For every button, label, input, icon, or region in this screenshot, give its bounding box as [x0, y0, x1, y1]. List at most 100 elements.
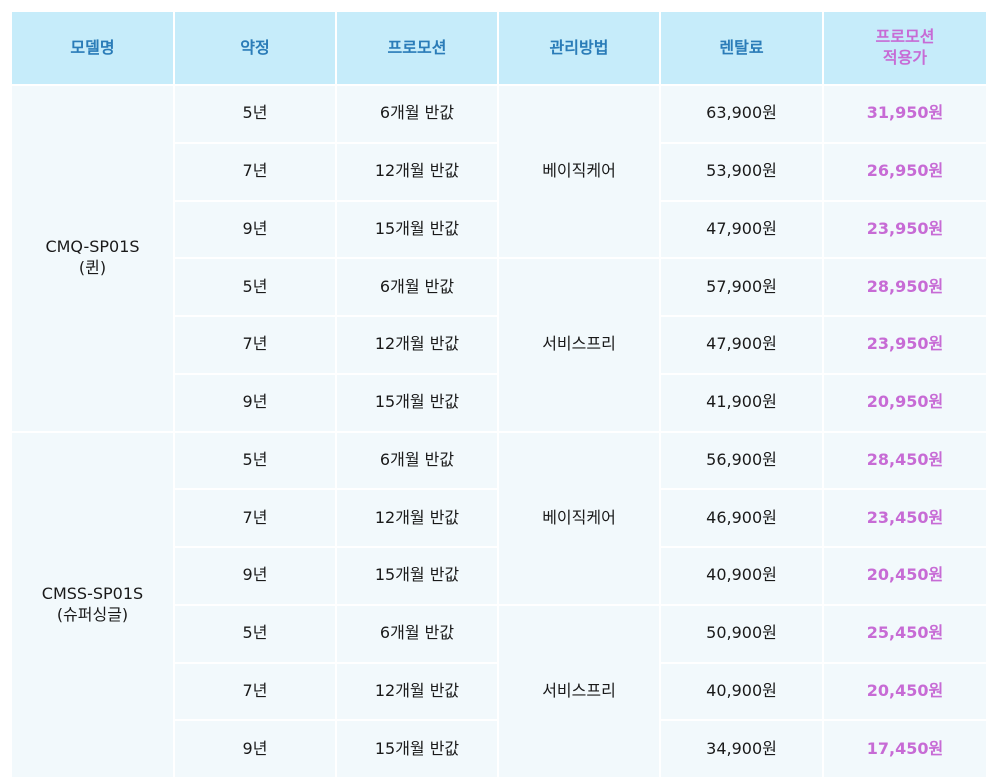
- rental-value: 40,900원: [706, 565, 777, 585]
- promotion-cell: 12개월 반값: [337, 490, 497, 546]
- promo-price-value: 17,450원: [866, 738, 944, 758]
- rental-price-table: 모델명 약정 프로모션 관리방법 렌탈료 프로모션 적용가 CMQ-SP01S …: [12, 12, 986, 777]
- model-cell: CMQ-SP01S (퀸): [12, 86, 173, 431]
- rental-value: 41,900원: [706, 392, 777, 412]
- rental-value: 56,900원: [706, 449, 777, 469]
- rental-cell: 34,900원: [661, 721, 822, 777]
- management-cell: 베이직케어: [499, 432, 659, 604]
- promotion-value: 12개월 반값: [374, 161, 460, 181]
- management-label: 베이직케어: [542, 161, 616, 181]
- rental-value: 50,900원: [706, 623, 777, 643]
- rental-cell: 50,900원: [661, 605, 822, 662]
- term-cell: 7년: [175, 143, 335, 200]
- rental-cell: 57,900원: [661, 259, 822, 315]
- rental-cell: 53,900원: [661, 143, 822, 200]
- promo-price-value: 23,950원: [866, 218, 944, 238]
- promo-price-cell: 17,450원: [824, 721, 986, 777]
- model-name: CMQ-SP01S: [45, 237, 140, 257]
- term-cell: 5년: [175, 259, 335, 315]
- model-sub: (슈퍼싱글): [56, 604, 129, 624]
- rental-value: 63,900원: [706, 103, 777, 123]
- promo-price-cell: 23,950원: [824, 317, 986, 373]
- rental-value: 40,900원: [706, 680, 777, 700]
- term-cell: 9년: [175, 201, 335, 258]
- header-model-label: 모델명: [70, 37, 115, 57]
- promo-price-cell: 28,950원: [824, 259, 986, 315]
- promotion-value: 15개월 반값: [374, 565, 460, 585]
- term-cell: 7년: [175, 663, 335, 720]
- header-rental: 렌탈료: [661, 12, 822, 84]
- rental-cell: 47,900원: [661, 201, 822, 258]
- header-promo-price-line2: 적용가: [882, 48, 928, 67]
- promo-price-value: 28,950원: [866, 276, 944, 296]
- promotion-value: 12개월 반값: [374, 680, 460, 700]
- promotion-value: 15개월 반값: [374, 738, 460, 758]
- promotion-value: 15개월 반값: [374, 392, 460, 412]
- promo-price-value: 23,450원: [866, 507, 944, 527]
- header-model: 모델명: [12, 12, 173, 84]
- term-value: 9년: [242, 565, 268, 585]
- term-value: 5년: [242, 276, 268, 296]
- term-value: 7년: [242, 507, 268, 527]
- management-cell: 베이직케어: [499, 86, 659, 258]
- header-promotion-label: 프로모션: [387, 37, 447, 57]
- promotion-cell: 15개월 반값: [337, 374, 497, 431]
- rental-cell: 63,900원: [661, 86, 822, 142]
- promo-price-cell: 20,450원: [824, 663, 986, 720]
- term-value: 5년: [242, 103, 268, 123]
- promo-price-cell: 20,950원: [824, 374, 986, 431]
- model-sub: (퀸): [78, 258, 107, 278]
- rental-cell: 46,900원: [661, 490, 822, 546]
- term-value: 9년: [242, 218, 268, 238]
- promotion-value: 12개월 반값: [374, 507, 460, 527]
- promo-price-value: 23,950원: [866, 334, 944, 354]
- promo-price-value: 20,450원: [866, 565, 944, 585]
- promotion-value: 12개월 반값: [374, 334, 460, 354]
- promotion-value: 6개월 반값: [379, 449, 455, 469]
- term-cell: 7년: [175, 317, 335, 373]
- rental-cell: 47,900원: [661, 317, 822, 373]
- term-cell: 5년: [175, 605, 335, 662]
- model-name: CMSS-SP01S: [41, 583, 144, 603]
- management-label: 서비스프리: [542, 680, 616, 700]
- promo-price-cell: 26,950원: [824, 143, 986, 200]
- promotion-cell: 6개월 반값: [337, 605, 497, 662]
- promotion-cell: 6개월 반값: [337, 432, 497, 489]
- term-value: 9년: [242, 392, 268, 412]
- promotion-cell: 15개월 반값: [337, 721, 497, 777]
- promo-price-cell: 25,450원: [824, 605, 986, 662]
- promo-price-cell: 28,450원: [824, 432, 986, 489]
- header-promo-price: 프로모션 적용가: [824, 12, 986, 84]
- promotion-cell: 12개월 반값: [337, 143, 497, 200]
- term-value: 5년: [242, 623, 268, 643]
- promotion-cell: 15개월 반값: [337, 548, 497, 604]
- term-cell: 9년: [175, 548, 335, 604]
- header-term: 약정: [175, 12, 335, 84]
- header-promo-price-line1: 프로모션: [875, 27, 935, 47]
- rental-cell: 41,900원: [661, 374, 822, 431]
- term-cell: 9년: [175, 374, 335, 431]
- promotion-cell: 12개월 반값: [337, 317, 497, 373]
- management-cell: 서비스프리: [499, 605, 659, 777]
- promo-price-cell: 31,950원: [824, 86, 986, 142]
- promo-price-value: 20,950원: [866, 392, 944, 412]
- promotion-cell: 12개월 반값: [337, 663, 497, 720]
- term-cell: 5년: [175, 86, 335, 142]
- management-cell: 서비스프리: [499, 259, 659, 431]
- term-cell: 5년: [175, 432, 335, 489]
- promotion-value: 6개월 반값: [379, 623, 455, 643]
- rental-cell: 40,900원: [661, 548, 822, 604]
- term-cell: 7년: [175, 490, 335, 546]
- rental-cell: 40,900원: [661, 663, 822, 720]
- promotion-cell: 6개월 반값: [337, 86, 497, 142]
- term-value: 9년: [242, 738, 268, 758]
- promotion-cell: 15개월 반값: [337, 201, 497, 258]
- promo-price-cell: 20,450원: [824, 548, 986, 604]
- term-value: 7년: [242, 334, 268, 354]
- term-cell: 9년: [175, 721, 335, 777]
- header-promotion: 프로모션: [337, 12, 497, 84]
- promo-price-value: 25,450원: [866, 623, 944, 643]
- rental-value: 53,900원: [706, 161, 777, 181]
- management-label: 서비스프리: [542, 334, 616, 354]
- promo-price-value: 28,450원: [866, 449, 944, 469]
